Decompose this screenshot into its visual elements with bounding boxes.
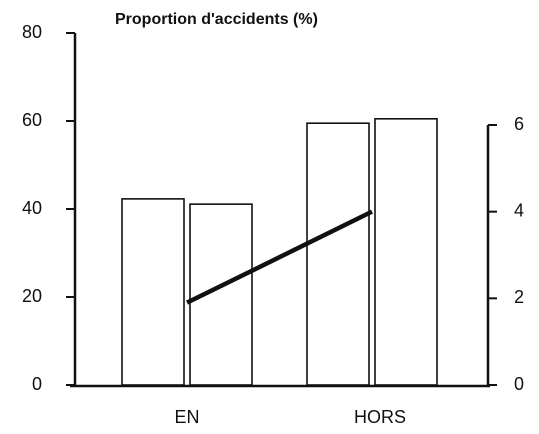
y-tick-label: 20 (22, 286, 42, 306)
y-tick-label: 0 (32, 374, 42, 394)
bar (374, 118, 438, 386)
y-tick-label: 80 (22, 22, 42, 42)
x-tick-label: HORS (354, 407, 406, 427)
y2-tick-label: 0 (514, 374, 524, 394)
line (186, 209, 373, 305)
y-tick-label: 60 (22, 110, 42, 130)
bar (121, 198, 185, 386)
bar (306, 122, 370, 386)
y2-tick-label: 2 (514, 287, 524, 307)
chart-title: Proportion d'accidents (%) (115, 11, 318, 28)
y2-tick-label: 4 (514, 200, 524, 220)
x-tick-label: EN (174, 407, 199, 427)
y-tick-label: 40 (22, 198, 42, 218)
y2-tick-label: 6 (514, 114, 524, 134)
